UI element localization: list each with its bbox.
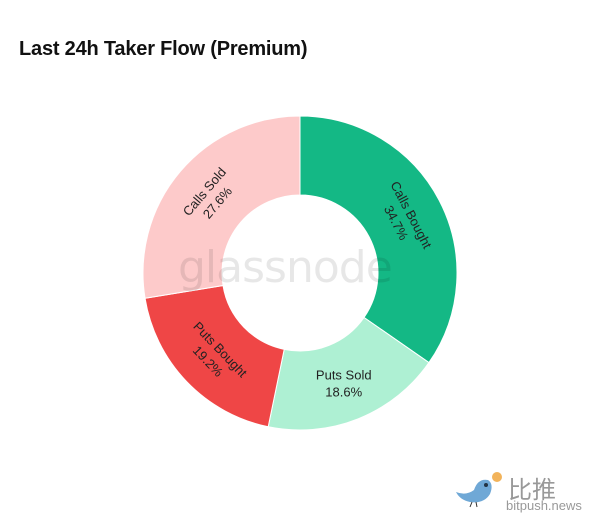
slice-calls-sold	[142, 115, 301, 299]
logo-text-en: bitpush.news	[506, 498, 582, 513]
slice-label: Puts Sold 18.6%	[316, 368, 372, 400]
slice-puts-sold	[267, 316, 430, 431]
slice-calls-bought	[299, 115, 458, 364]
bird-icon	[456, 472, 502, 508]
slice-label-name: Puts Sold	[316, 368, 372, 383]
slice-puts-bought	[144, 284, 285, 428]
watermark: glassnode	[178, 242, 393, 293]
chart-title: Last 24h Taker Flow (Premium)	[19, 38, 308, 60]
slice-label-value: 18.6%	[325, 385, 362, 400]
logo-text-cn: 比推	[508, 476, 556, 504]
